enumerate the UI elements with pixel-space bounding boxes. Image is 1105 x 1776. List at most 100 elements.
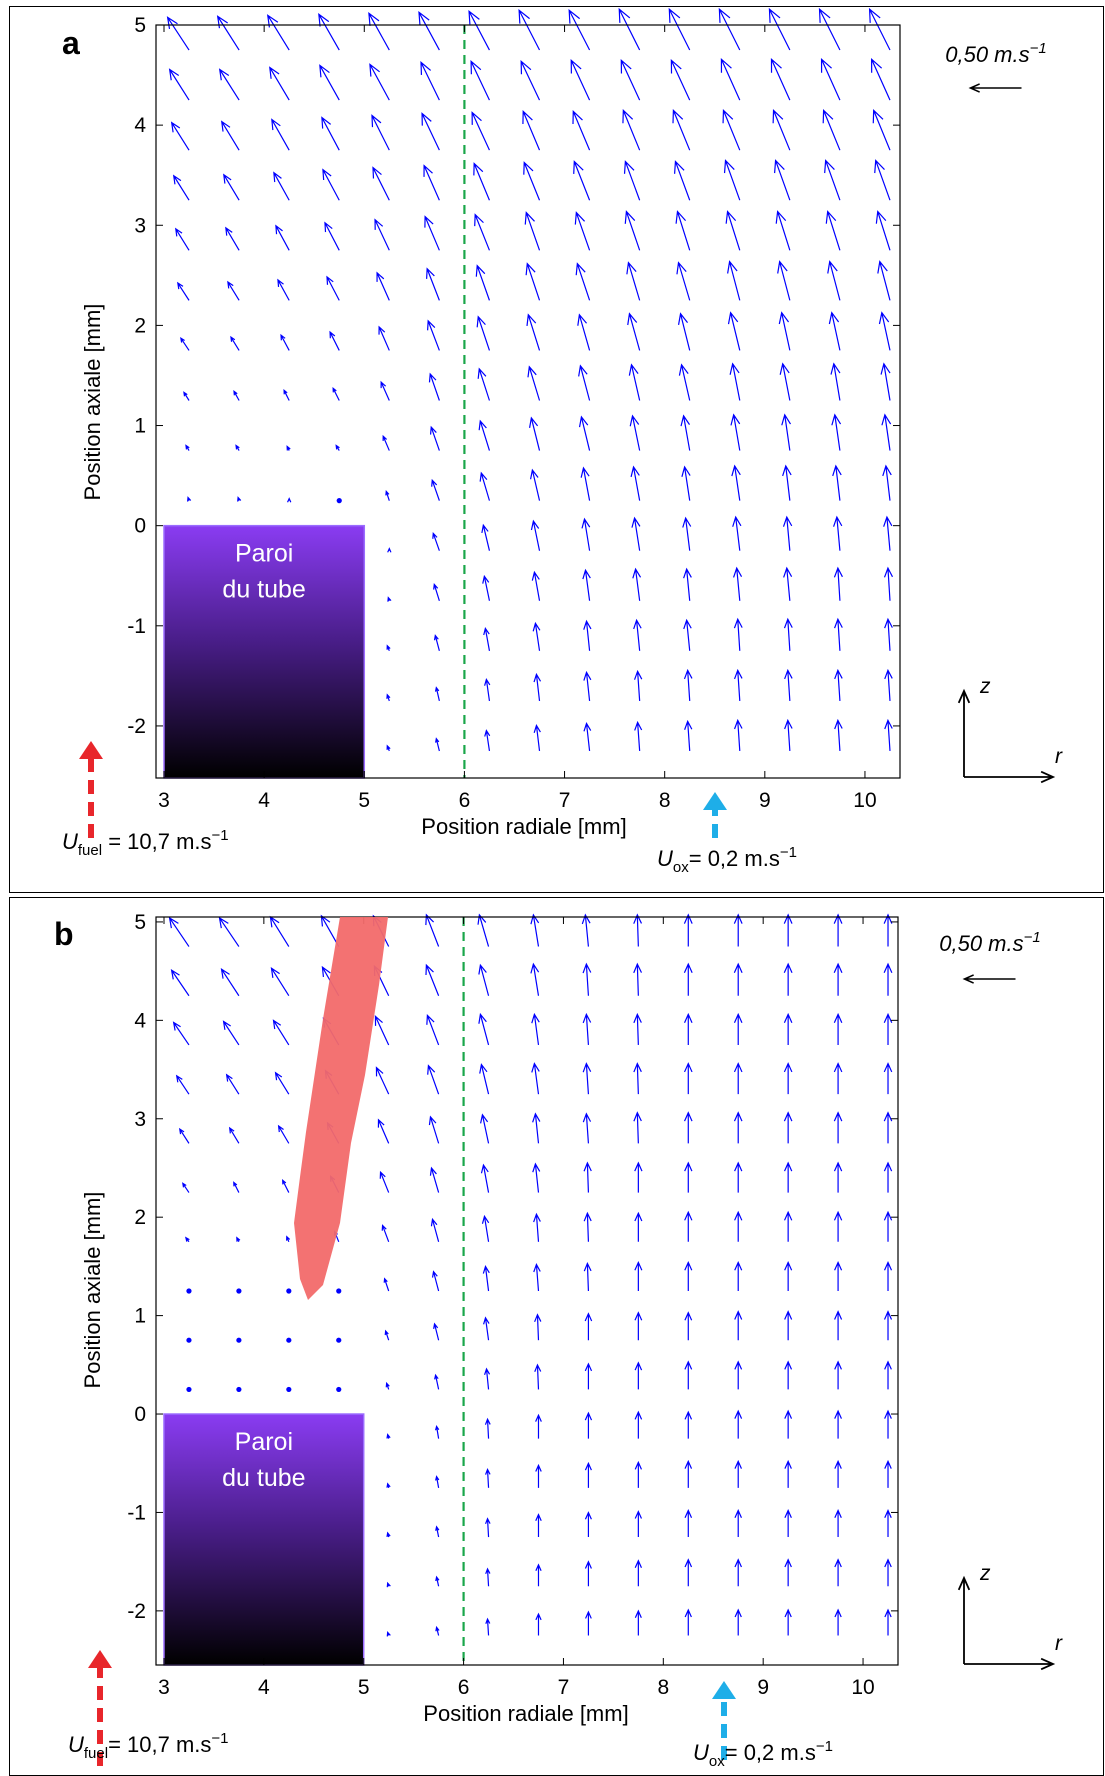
vector-arrow: [287, 497, 292, 503]
vector-arrow: [433, 634, 440, 651]
vector-arrow: [684, 1459, 693, 1488]
vector-arrow: [582, 962, 592, 996]
vector-arrow: [481, 1214, 490, 1242]
vector-arrow: [770, 57, 791, 101]
vector-arrow: [627, 312, 641, 351]
vector-arrow: [570, 58, 591, 101]
vector-arrow: [269, 66, 290, 101]
vector-arrow: [425, 913, 440, 947]
inlet-exponent: −1: [212, 827, 229, 844]
vector-arrow: [634, 1510, 643, 1538]
vector-dot: [336, 498, 342, 504]
x-tick-label: 9: [759, 789, 771, 812]
vector-arrow: [784, 1360, 793, 1390]
vector-arrow: [520, 60, 541, 101]
vector-arrow: [233, 390, 240, 401]
vector-arrow: [434, 686, 440, 702]
vector-arrow: [426, 1013, 440, 1046]
vector-arrow: [634, 1361, 643, 1390]
vector-arrow: [883, 1260, 893, 1291]
inlet-label: Ufuel = 10,7 m.s−1: [62, 827, 229, 859]
vector-arrow: [386, 1531, 391, 1538]
vector-dot: [286, 1337, 292, 1343]
chart-panel: Paroi du tube 3 4 5 6 7 8 9 10 -2 -1 0 1 2 3 4 5 Position …: [62, 7, 1063, 876]
vector-arrow: [225, 226, 240, 251]
vector-arrow: [386, 744, 391, 752]
vector-arrow: [534, 1313, 542, 1341]
vector-arrow: [418, 10, 440, 51]
vector-arrow: [683, 913, 693, 947]
vector-arrow: [634, 1161, 643, 1193]
vector-arrow: [470, 60, 490, 101]
vector-arrow: [383, 1277, 390, 1292]
vector-arrow: [434, 1373, 440, 1390]
vector-arrow: [784, 1310, 793, 1341]
vector-arrow: [834, 1608, 842, 1636]
vector-arrow: [820, 57, 841, 101]
vector-arrow: [718, 7, 741, 51]
vector-dot: [336, 1386, 342, 1393]
vector-arrow: [729, 362, 741, 401]
vector-arrow: [683, 618, 692, 651]
reference-arrow: [968, 83, 1022, 93]
vector-arrow: [734, 1310, 743, 1341]
vector-arrow: [222, 1020, 240, 1046]
inlet-value: = 0,2 m.s: [725, 1740, 816, 1765]
vector-arrow: [733, 1062, 743, 1095]
vector-arrow: [733, 718, 743, 752]
vector-arrow: [531, 1012, 540, 1046]
vector-arrow: [386, 693, 391, 702]
y-tick-label: 1: [134, 1305, 146, 1328]
vector-arrow: [733, 668, 743, 701]
vector-arrow: [578, 415, 591, 451]
vector-arrow: [286, 445, 291, 451]
y-tick-label: -2: [127, 1600, 146, 1623]
inlet-exponent: −1: [816, 1738, 833, 1755]
vector-arrow: [784, 1509, 792, 1538]
vector-arrow: [583, 670, 592, 701]
vector-arrow: [582, 568, 591, 601]
vector-arrow: [784, 1558, 792, 1587]
vector-arrow: [634, 1410, 643, 1439]
vector-arrow: [884, 1360, 892, 1390]
axes-icon: [957, 1575, 1056, 1671]
vector-arrow: [883, 515, 893, 551]
vector-arrow: [274, 1071, 290, 1095]
vector-arrow: [634, 1311, 643, 1341]
vector-arrow: [178, 1127, 190, 1144]
vector-arrow: [481, 523, 491, 551]
vector-arrow: [379, 1170, 390, 1193]
vector-arrow: [583, 721, 592, 752]
vector-arrow: [482, 574, 491, 601]
vector-arrow: [227, 280, 240, 301]
vector-arrow: [531, 1062, 540, 1095]
vector-arrow: [884, 668, 893, 701]
vector-arrow: [166, 16, 190, 51]
vector-arrow: [830, 362, 841, 401]
vector-arrow: [423, 164, 440, 201]
vector-arrow: [733, 566, 743, 601]
vector-arrow: [535, 1612, 542, 1636]
vector-arrow: [784, 1608, 792, 1636]
vector-arrow: [386, 1631, 391, 1637]
vector-arrow: [382, 434, 390, 451]
vector-arrow: [377, 1118, 390, 1144]
vector-arrow: [485, 1567, 491, 1587]
vector-arrow: [684, 1509, 693, 1538]
vector-arrow: [834, 1509, 842, 1538]
vector-arrow: [480, 1163, 490, 1193]
vector-arrow: [582, 1012, 592, 1045]
y-tick-label: 5: [134, 911, 146, 934]
vector-arrow: [280, 333, 290, 351]
vector-arrow: [479, 471, 491, 501]
vector-arrow: [387, 596, 392, 602]
vector-arrow: [435, 737, 440, 752]
vector-arrow: [578, 364, 591, 401]
vector-dot: [336, 1288, 342, 1294]
vector-arrow: [218, 916, 240, 947]
vector-arrow: [518, 8, 541, 51]
vector-dot: [236, 1386, 242, 1393]
vector-arrow: [725, 210, 741, 251]
y-tick-label: 3: [134, 214, 146, 237]
vector-arrow: [875, 210, 891, 251]
